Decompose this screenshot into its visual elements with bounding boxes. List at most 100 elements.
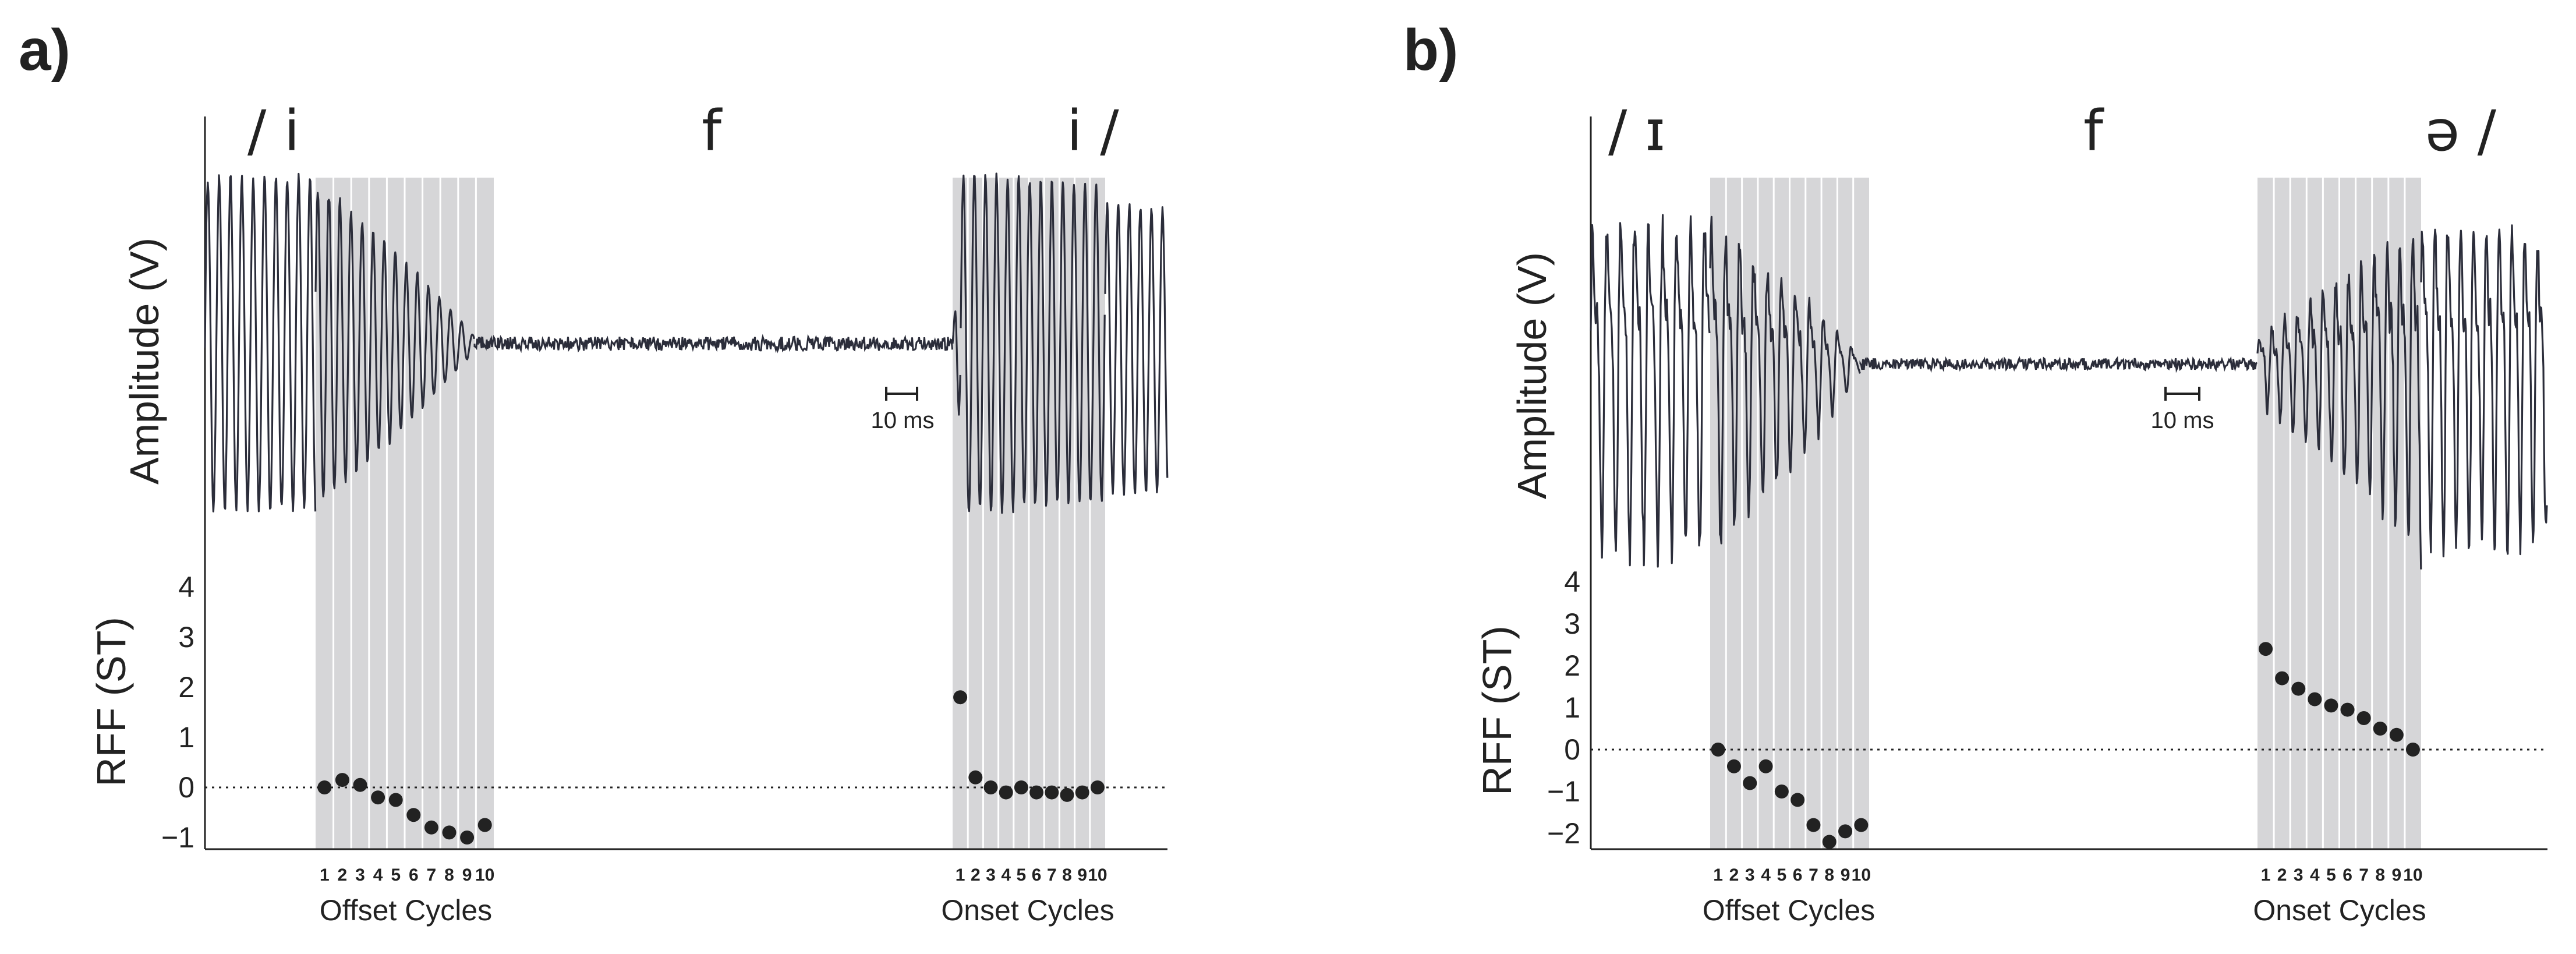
panel-b-rff-tick-label: 1 [1564, 691, 1580, 724]
panel-b-rff-tick-label: 4 [1564, 566, 1580, 598]
panel-a-onset-point [1075, 785, 1089, 800]
panel-b-rff-label: RFF (ST) [1474, 626, 1520, 796]
panel-a-onset-point [968, 770, 983, 785]
panel-b-offset-xlabel: Offset Cycles [1703, 894, 1875, 927]
panel-b-offset-point [1822, 835, 1837, 849]
panel-a-offset-point [317, 780, 332, 794]
panel-a-onset-point [983, 780, 998, 794]
panel-b-onset-cycle-label: 10 [2403, 865, 2422, 885]
panel-b-waveform-frication [1859, 356, 2258, 373]
panel-b-onset-xlabel: Onset Cycles [2253, 894, 2426, 927]
panel-b-offset-cycle-label: 10 [1852, 865, 1871, 885]
panel-a-offset-cycle-label: 4 [373, 865, 383, 885]
panel-b-phoneme-middle: f [2083, 98, 2104, 164]
panel-b-offset-point [1854, 818, 1869, 832]
panel-a-onset-cycle-label: 3 [986, 865, 996, 885]
panel-b-offset-cycle-label: 1 [1713, 865, 1723, 885]
panel-b-offset-cycle-label: 9 [1841, 865, 1850, 885]
panel-b-offset-point [1726, 759, 1741, 773]
panel-a-phoneme-right: i / [1067, 98, 1119, 164]
panel-a-onset-point [1014, 780, 1028, 794]
panel-a-scale-label: 10 ms [871, 408, 935, 433]
panel-b-onset-point [2405, 743, 2420, 757]
panel-b-onset-point [2389, 727, 2404, 742]
panel-b-onset-point [2324, 698, 2338, 713]
panel-b-offset-point [1758, 759, 1773, 773]
panel-b-onset-cycle-label: 4 [2310, 865, 2320, 885]
panel-a-phoneme-middle: f [702, 98, 723, 164]
panel-a-offset-cycle-label: 8 [444, 865, 454, 885]
panel-b-offset-cycle-label: 5 [1777, 865, 1787, 885]
panel-b-onset-point [2373, 722, 2387, 736]
panel-a-offset-cycle-label: 9 [462, 865, 472, 885]
panel-a-offset-cycle-label: 6 [409, 865, 419, 885]
panel-a-offset-point [460, 831, 475, 845]
panel-a-offset-cycle-label: 10 [475, 865, 494, 885]
panel-a-onset-cycle-label: 4 [1001, 865, 1011, 885]
panel-a-offset-cycle-label: 5 [391, 865, 401, 885]
panel-a-offset-point [406, 808, 421, 822]
panel-b-offset-point [1791, 793, 1805, 807]
panel-b-onset-cycle-label: 9 [2392, 865, 2402, 885]
panel-b-phoneme-left: / ɪ [1608, 98, 1666, 164]
panel-b-offset-cycle-label: 8 [1824, 865, 1834, 885]
panel-a-onset-cycle-label: 9 [1077, 865, 1087, 885]
panel-a-onset-point [953, 690, 968, 705]
panel-b-onset-cycle-label: 6 [2343, 865, 2352, 885]
panel-a-onset-cycle-label: 6 [1032, 865, 1042, 885]
panel-a-rff-tick-label: −1 [161, 821, 194, 854]
panel-b-scale-label: 10 ms [2151, 408, 2214, 433]
panel-b-offset-point [1806, 818, 1821, 832]
panel-a-rff-tick-label: 4 [178, 571, 194, 603]
panel-b-onset-point [2275, 671, 2290, 686]
panel-a-onset-cycle-label: 8 [1062, 865, 1072, 885]
panel-a-amplitude-label: Amplitude (V) [122, 238, 167, 485]
panel-a-offset-cycle-label: 1 [320, 865, 330, 885]
panel-a-onset-cycle-label: 5 [1017, 865, 1027, 885]
panel-a-onset-xlabel: Onset Cycles [941, 894, 1114, 927]
panel-a-waveform-voiced [204, 172, 1169, 514]
panel-b-offset-cycle-label: 4 [1761, 865, 1771, 885]
panel-b-offset-cycle-label: 7 [1809, 865, 1818, 885]
panel-a-rff-tick-label: 0 [178, 771, 194, 804]
panel-a-rff-label: RFF (ST) [89, 617, 134, 787]
panel-b-rff-tick-label: 3 [1564, 607, 1580, 640]
panel-a-offset-cycle-label: 3 [355, 865, 365, 885]
panel-b-onset-cycle-label: 8 [2375, 865, 2385, 885]
panel-a-label: a) [19, 17, 70, 83]
panel-a: a) / i f i / Amplitude (V) RFF (ST) 10 m… [19, 17, 1119, 927]
panel-b-phoneme-right: ə / [2425, 98, 2497, 164]
panel-a-onset-cycle-label: 10 [1088, 865, 1107, 885]
panel-a-onset-cycle-label: 2 [971, 865, 981, 885]
panel-a-offset-point [388, 793, 403, 807]
panel-b-rff-tick-label: −2 [1547, 817, 1580, 850]
panel-b-onset-cycle-label: 7 [2359, 865, 2369, 885]
panel-a-onset-point [1029, 785, 1044, 800]
panel-b-label: b) [1403, 17, 1458, 83]
panel-b-rff-tick-label: −1 [1547, 775, 1580, 808]
panel-a-rff-tick-label: 1 [178, 721, 194, 754]
panel-b-rff-tick-label: 0 [1564, 733, 1580, 766]
panel-b-onset-point [2340, 702, 2355, 717]
panel-a-rff-tick-label: 2 [178, 671, 194, 704]
panel-b-rff-tick-label: 2 [1564, 649, 1580, 682]
panel-b-offset-point [1711, 743, 1725, 757]
panel-b-onset-cycle-label: 5 [2326, 865, 2336, 885]
panel-b-offset-point [1838, 824, 1853, 839]
panel-b-amplitude-label: Amplitude (V) [1509, 252, 1555, 499]
panel-a-offset-xlabel: Offset Cycles [320, 894, 492, 927]
panel-a-onset-point [999, 785, 1013, 800]
panel-b-offset-cycle-label: 6 [1793, 865, 1803, 885]
panel-a-offset-cycle-label: 7 [427, 865, 437, 885]
panel-a-offset-point [371, 790, 385, 805]
panel-b: b) / ɪ f ə / Amplitude (V) RFF (ST) 10 m… [1403, 17, 2497, 927]
panel-a-phoneme-left: / i [247, 98, 300, 164]
panel-b-waveform-voiced [1590, 214, 2548, 570]
panel-a-onset-point [1060, 787, 1074, 802]
panel-a-offset-point [424, 820, 438, 835]
panel-b-onset-cycle-label: 2 [2277, 865, 2287, 885]
panel-b-onset-cycle-label: 1 [2261, 865, 2271, 885]
panel-b-onset-point [2291, 681, 2306, 696]
